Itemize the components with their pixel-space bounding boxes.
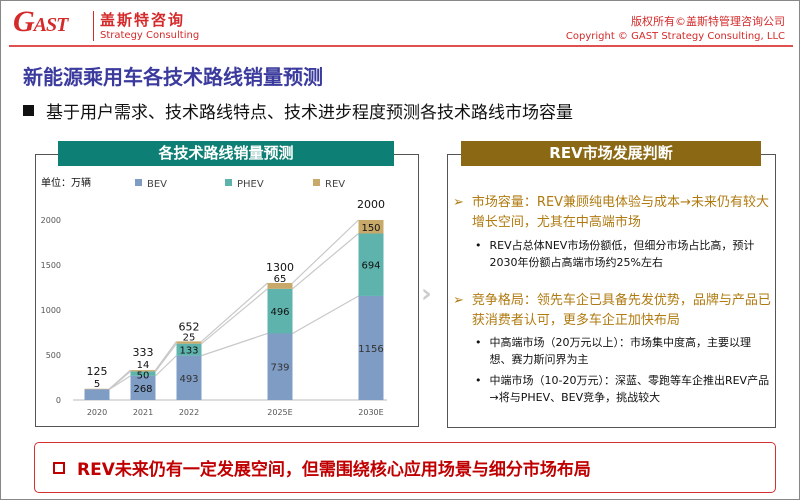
unit-label: 单位：万辆	[41, 176, 91, 189]
connector-line	[155, 355, 177, 377]
bar-bev	[358, 295, 384, 400]
bar-rev	[130, 370, 156, 372]
legend-swatch-phev	[225, 179, 232, 186]
connector-line	[201, 332, 268, 357]
bar-rev	[176, 341, 202, 344]
connector-line	[155, 343, 177, 372]
data-label-bev: 1156	[358, 344, 383, 355]
x-tick-label: 2020	[87, 408, 107, 417]
gast-logo: GAST	[13, 5, 68, 38]
connector-line	[201, 288, 268, 345]
data-label-rev: 150	[361, 223, 380, 234]
x-tick-label: 2030E	[358, 408, 383, 417]
x-tick-label: 2022	[179, 408, 199, 417]
hollow-square-icon	[53, 461, 65, 474]
brand-en: Strategy Consulting	[100, 30, 200, 41]
arrow-right-icon: ›	[421, 279, 432, 309]
bar-bev	[267, 333, 293, 400]
header-divider	[9, 45, 793, 47]
x-tick-label: 2021	[133, 408, 153, 417]
x-tick-label: 2025E	[267, 408, 292, 417]
arrow-bullet-icon: ➢	[453, 195, 464, 210]
bar-phev	[358, 233, 384, 296]
y-tick-label: 2000	[41, 216, 61, 225]
total-label: 333	[133, 346, 154, 359]
bar-phev	[176, 343, 202, 356]
legend-label-rev: REV	[325, 179, 345, 190]
chart-panel-title: 各技术路线销量预测	[58, 141, 394, 166]
rev-point-text: 中高端市场（20万元以上）：市场集中度高，主要以理想、赛力斯问界为主	[489, 336, 752, 366]
data-label-rev: 5	[94, 379, 100, 390]
y-tick-label: 1000	[41, 306, 61, 315]
bar-rev	[267, 283, 293, 289]
legend-label-bev: BEV	[147, 179, 167, 190]
data-label-rev: 25	[183, 332, 196, 343]
data-label-phev: 133	[179, 346, 198, 357]
bar-bev	[84, 389, 110, 400]
data-label-rev: 65	[274, 274, 287, 285]
rev-section-heading: 竞争格局：领先车企已具备先发优势，品牌与产品已获消费者认可，更多车企正加快布局	[471, 293, 771, 328]
rev-point-text: 中端市场（10-20万元）：深蓝、零跑等车企推出REV产品→将与PHEV、BEV…	[489, 374, 770, 404]
legend-swatch-rev	[313, 179, 320, 186]
legend-swatch-bev	[135, 179, 142, 186]
data-label-phev: 496	[270, 307, 289, 318]
connector-line	[155, 341, 177, 371]
connector-line	[109, 369, 131, 390]
conclusion-box: REV未来仍有一定发展空间，但需围绕核心应用场景与细分市场布局	[34, 442, 776, 493]
legend-label-phev: PHEV	[237, 179, 264, 190]
total-label: 2000	[357, 198, 385, 211]
dot-bullet-icon: •	[475, 374, 482, 387]
rev-section: ➢ 市场容量：REV兼顾纯电体验与成本→未来仍有较大增长空间，尤其在中高端市场	[453, 193, 771, 233]
logo-divider	[93, 11, 94, 41]
copyright-en: Copyright © GAST Strategy Consulting, LL…	[565, 31, 785, 42]
bar-bev	[130, 375, 156, 400]
connector-line	[292, 295, 359, 335]
square-bullet-icon	[23, 105, 34, 116]
data-label-phev: 694	[361, 261, 380, 272]
subtitle: 基于用户需求、技术路线特点、技术进步程度预测各技术路线市场容量	[23, 98, 573, 123]
connector-line	[201, 282, 268, 342]
data-label-bev: 268	[133, 384, 152, 395]
dot-bullet-icon: •	[475, 239, 482, 252]
bar-phev	[267, 288, 293, 334]
connector-line	[292, 233, 359, 290]
data-label-bev: 739	[270, 363, 289, 374]
connector-line	[292, 219, 359, 284]
page-title: 新能源乘用车各技术路线销量预测	[23, 65, 323, 89]
total-label: 652	[179, 320, 200, 333]
dot-bullet-icon: •	[475, 336, 482, 349]
rev-panel-title: REV市场发展判断	[461, 141, 761, 166]
data-label-bev: 493	[179, 374, 198, 385]
copyright-cn: 版权所有©盖斯特管理咨询公司	[631, 15, 785, 28]
rev-point: • REV占总体NEV市场份额低，但细分市场占比高，预计2030年份额占高端市场…	[453, 237, 771, 271]
rev-section: ➢ 竞争格局：领先车企已具备先发优势，品牌与产品已获消费者认可，更多车企正加快布…	[453, 291, 771, 331]
y-tick-label: 0	[56, 396, 61, 405]
rev-point: • 中高端市场（20万元以上）：市场集中度高，主要以理想、赛力斯问界为主	[453, 334, 771, 368]
data-label-rev: 14	[137, 360, 150, 371]
bar-bev	[176, 355, 202, 400]
conclusion-text: REV未来仍有一定发展空间，但需围绕核心应用场景与细分市场布局	[77, 460, 591, 480]
rev-point-text: REV占总体NEV市场份额低，但细分市场占比高，预计2030年份额占高端市场约2…	[489, 239, 755, 269]
data-label-phev: 50	[137, 370, 150, 381]
y-tick-label: 500	[46, 351, 61, 360]
bar-rev	[358, 220, 384, 234]
subtitle-text: 基于用户需求、技术路线特点、技术进步程度预测各技术路线市场容量	[46, 103, 573, 123]
total-label: 1300	[266, 261, 294, 274]
rev-section-heading: 市场容量：REV兼顾纯电体验与成本→未来仍有较大增长空间，尤其在中高端市场	[471, 195, 769, 230]
rev-point: • 中端市场（10-20万元）：深蓝、零跑等车企推出REV产品→将与PHEV、B…	[453, 372, 771, 406]
brand-cn: 盖斯特咨询	[100, 11, 186, 29]
rev-content: ➢ 市场容量：REV兼顾纯电体验与成本→未来仍有较大增长空间，尤其在中高端市场 …	[453, 193, 771, 406]
total-label: 125	[87, 365, 108, 378]
y-tick-label: 1500	[41, 261, 61, 270]
bar-phev	[130, 371, 156, 376]
arrow-bullet-icon: ➢	[453, 293, 464, 308]
